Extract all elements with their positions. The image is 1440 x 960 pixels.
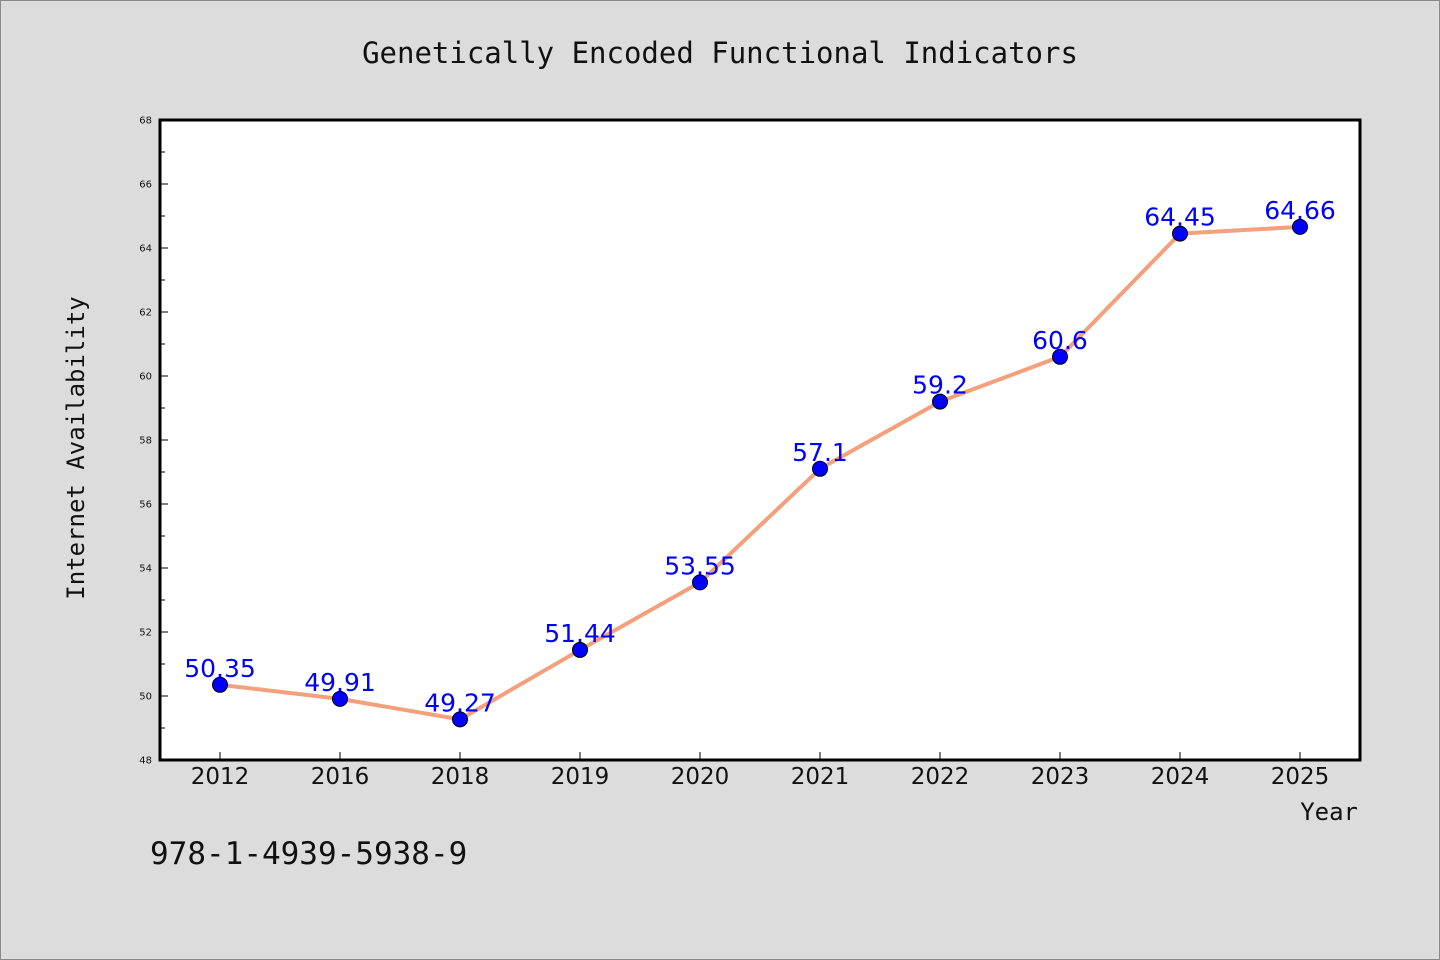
x-tick-label: 2021 bbox=[791, 764, 850, 790]
y-tick-label: 52 bbox=[139, 628, 152, 639]
x-axis: 2012 2016 2018 2019 2020 2021 2022 2023 2024 2025 bbox=[191, 752, 1330, 790]
x-axis-label: Year bbox=[1300, 798, 1358, 826]
y-tick-label: 66 bbox=[139, 180, 152, 191]
data-point bbox=[212, 676, 228, 693]
data-label: 49.91 bbox=[304, 668, 376, 697]
y-tick-label: 56 bbox=[139, 500, 152, 511]
x-tick-label: 2023 bbox=[1031, 764, 1090, 790]
chart-title: Genetically Encoded Functional Indicator… bbox=[362, 36, 1078, 70]
y-tick-label: 60 bbox=[139, 372, 152, 383]
data-label: 64.45 bbox=[1144, 203, 1216, 232]
y-axis-label: Internet Availability bbox=[62, 296, 90, 599]
y-tick-label: 62 bbox=[139, 308, 152, 319]
data-point bbox=[1292, 218, 1308, 235]
y-tick-label: 64 bbox=[139, 244, 152, 255]
data-label: 50.35 bbox=[184, 654, 256, 683]
x-tick-label: 2012 bbox=[191, 764, 250, 790]
y-tick-label: 58 bbox=[139, 436, 152, 447]
x-tick-label: 2018 bbox=[431, 764, 490, 790]
y-axis: 48 50 52 54 56 58 60 62 64 66 68 bbox=[139, 116, 168, 767]
x-tick-label: 2025 bbox=[1271, 764, 1330, 790]
data-point bbox=[692, 574, 708, 591]
data-label: 57.1 bbox=[792, 438, 848, 467]
data-label: 60.6 bbox=[1032, 326, 1088, 355]
x-tick-label: 2024 bbox=[1151, 764, 1210, 790]
data-point bbox=[452, 711, 468, 728]
plot-border bbox=[158, 118, 1362, 762]
data-point bbox=[1052, 348, 1068, 365]
data-point bbox=[932, 393, 948, 410]
y-tick-label: 68 bbox=[139, 116, 152, 127]
y-tick-label: 48 bbox=[139, 756, 152, 767]
data-label: 59.2 bbox=[912, 371, 968, 400]
data-label: 53.55 bbox=[664, 551, 736, 580]
series-line bbox=[219, 224, 1301, 722]
data-label: 51.44 bbox=[544, 619, 616, 648]
x-tick-label: 2016 bbox=[311, 764, 370, 790]
data-point bbox=[1172, 225, 1188, 242]
y-tick-label: 54 bbox=[139, 564, 152, 575]
data-point bbox=[812, 460, 828, 477]
data-label: 49.27 bbox=[424, 688, 496, 717]
data-label: 64.66 bbox=[1264, 196, 1336, 225]
data-point bbox=[332, 690, 348, 707]
x-tick-label: 2019 bbox=[551, 764, 610, 790]
series-group: 50.35 49.91 49.27 51.44 53.55 57.1 59.2 60.6 64.… bbox=[184, 196, 1336, 728]
data-point bbox=[572, 641, 588, 658]
y-tick-label: 50 bbox=[139, 692, 152, 703]
plot-area bbox=[160, 120, 1360, 760]
x-tick-label: 2022 bbox=[911, 764, 970, 790]
isbn-annotation: 978-1-4939-5938-9 bbox=[150, 836, 467, 872]
x-tick-label: 2020 bbox=[671, 764, 730, 790]
